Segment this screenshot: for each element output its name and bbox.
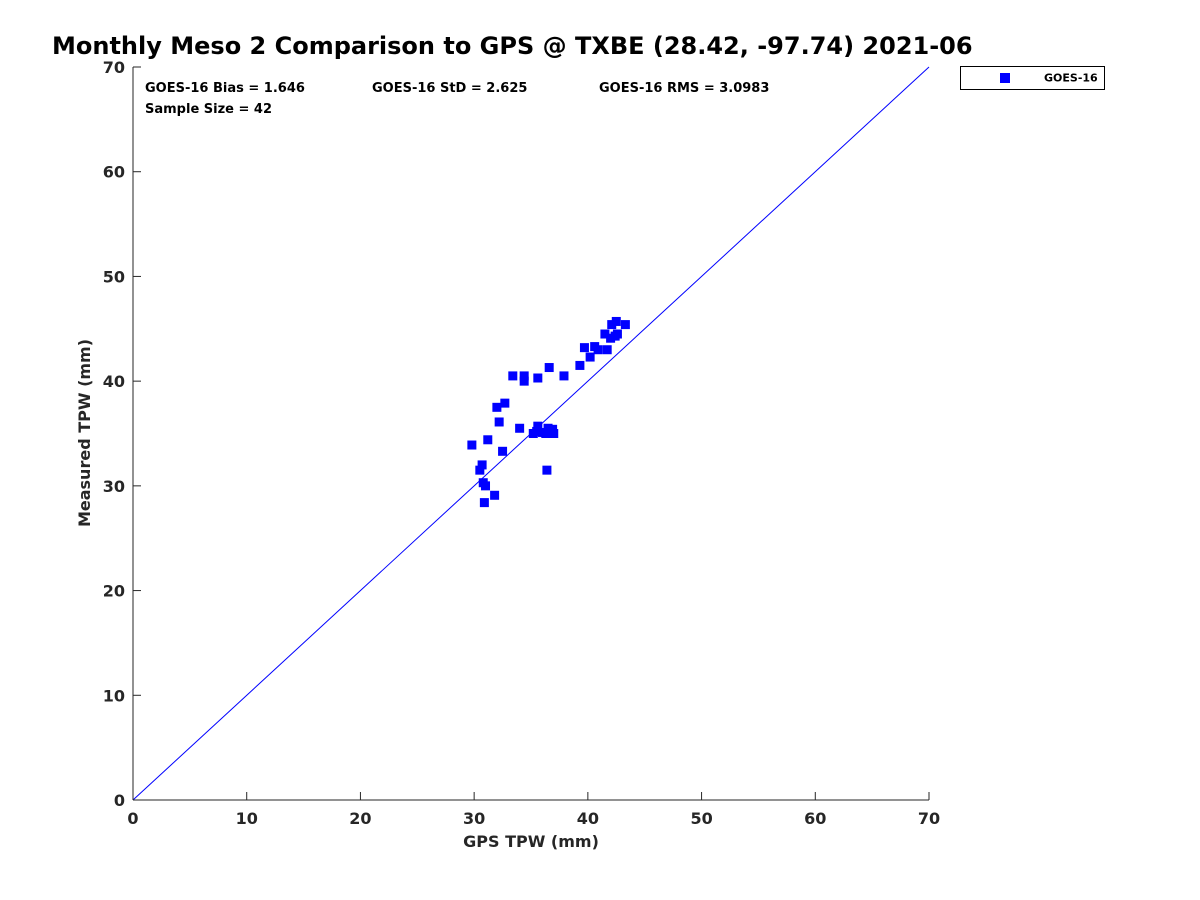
x-tick-label: 50 [690,809,712,828]
annotation-rms: GOES-16 RMS = 3.0983 [599,81,769,96]
y-tick-label: 70 [103,58,125,77]
data-point [500,398,510,408]
data-point [481,481,491,491]
x-tick-label: 60 [804,809,826,828]
data-point [606,333,616,343]
y-tick-label: 10 [103,686,125,705]
data-point [492,402,502,412]
data-point [479,498,489,508]
y-tick-label: 50 [103,267,125,286]
data-point [467,440,477,450]
data-point [600,329,610,339]
data-point [544,363,554,373]
data-point [579,343,589,353]
data-point [612,329,622,339]
data-point [549,429,559,438]
data-point [490,490,500,500]
data-points [467,316,630,508]
data-point [575,360,585,370]
data-point [533,421,543,431]
data-point [519,371,529,381]
x-tick-label: 20 [349,809,371,828]
data-point [483,435,493,445]
data-point [602,345,612,355]
y-tick-label: 20 [103,582,125,601]
annotation-sample-size: Sample Size = 42 [145,102,272,117]
data-point [532,426,542,436]
data-point [593,345,603,355]
data-point [542,465,552,475]
data-point [498,446,508,456]
data-point [515,423,525,433]
x-tick-label: 0 [127,809,138,828]
y-tick-label: 60 [103,163,125,182]
data-point [620,320,630,330]
data-point [494,417,504,427]
data-point [607,320,617,330]
legend-box [960,66,1105,90]
axis-ticks: 0 10 20 30 40 50 60 70 0 10 20 30 40 50 60 70 [103,58,940,828]
y-tick-label: 30 [103,477,125,496]
chart-title: Monthly Meso 2 Comparison to GPS @ TXBE … [52,32,973,60]
legend: GOES-16 [960,66,1105,90]
data-point [611,316,621,326]
legend-label-goes-16: GOES-16 [1044,72,1098,85]
x-tick-label: 70 [918,809,940,828]
y-axis-label: Measured TPW (mm) [75,339,94,527]
legend-marker-goes-16 [1000,73,1010,83]
annotation-bias: GOES-16 Bias = 1.646 [145,81,305,96]
annotation-std: GOES-16 StD = 2.625 [372,81,527,96]
data-point [519,376,529,386]
x-tick-label: 10 [236,809,258,828]
data-point [559,371,569,381]
data-point [533,373,543,383]
x-axis-label: GPS TPW (mm) [463,832,599,851]
y-tick-label: 40 [103,372,125,391]
data-point [543,423,553,433]
x-tick-label: 40 [577,809,599,828]
data-point [508,371,518,381]
x-tick-label: 30 [463,809,485,828]
data-point [477,460,487,470]
axes-frame [132,67,929,801]
data-point [585,352,595,362]
y-tick-label: 0 [114,791,125,810]
data-point [541,429,551,438]
data-point [475,465,485,475]
